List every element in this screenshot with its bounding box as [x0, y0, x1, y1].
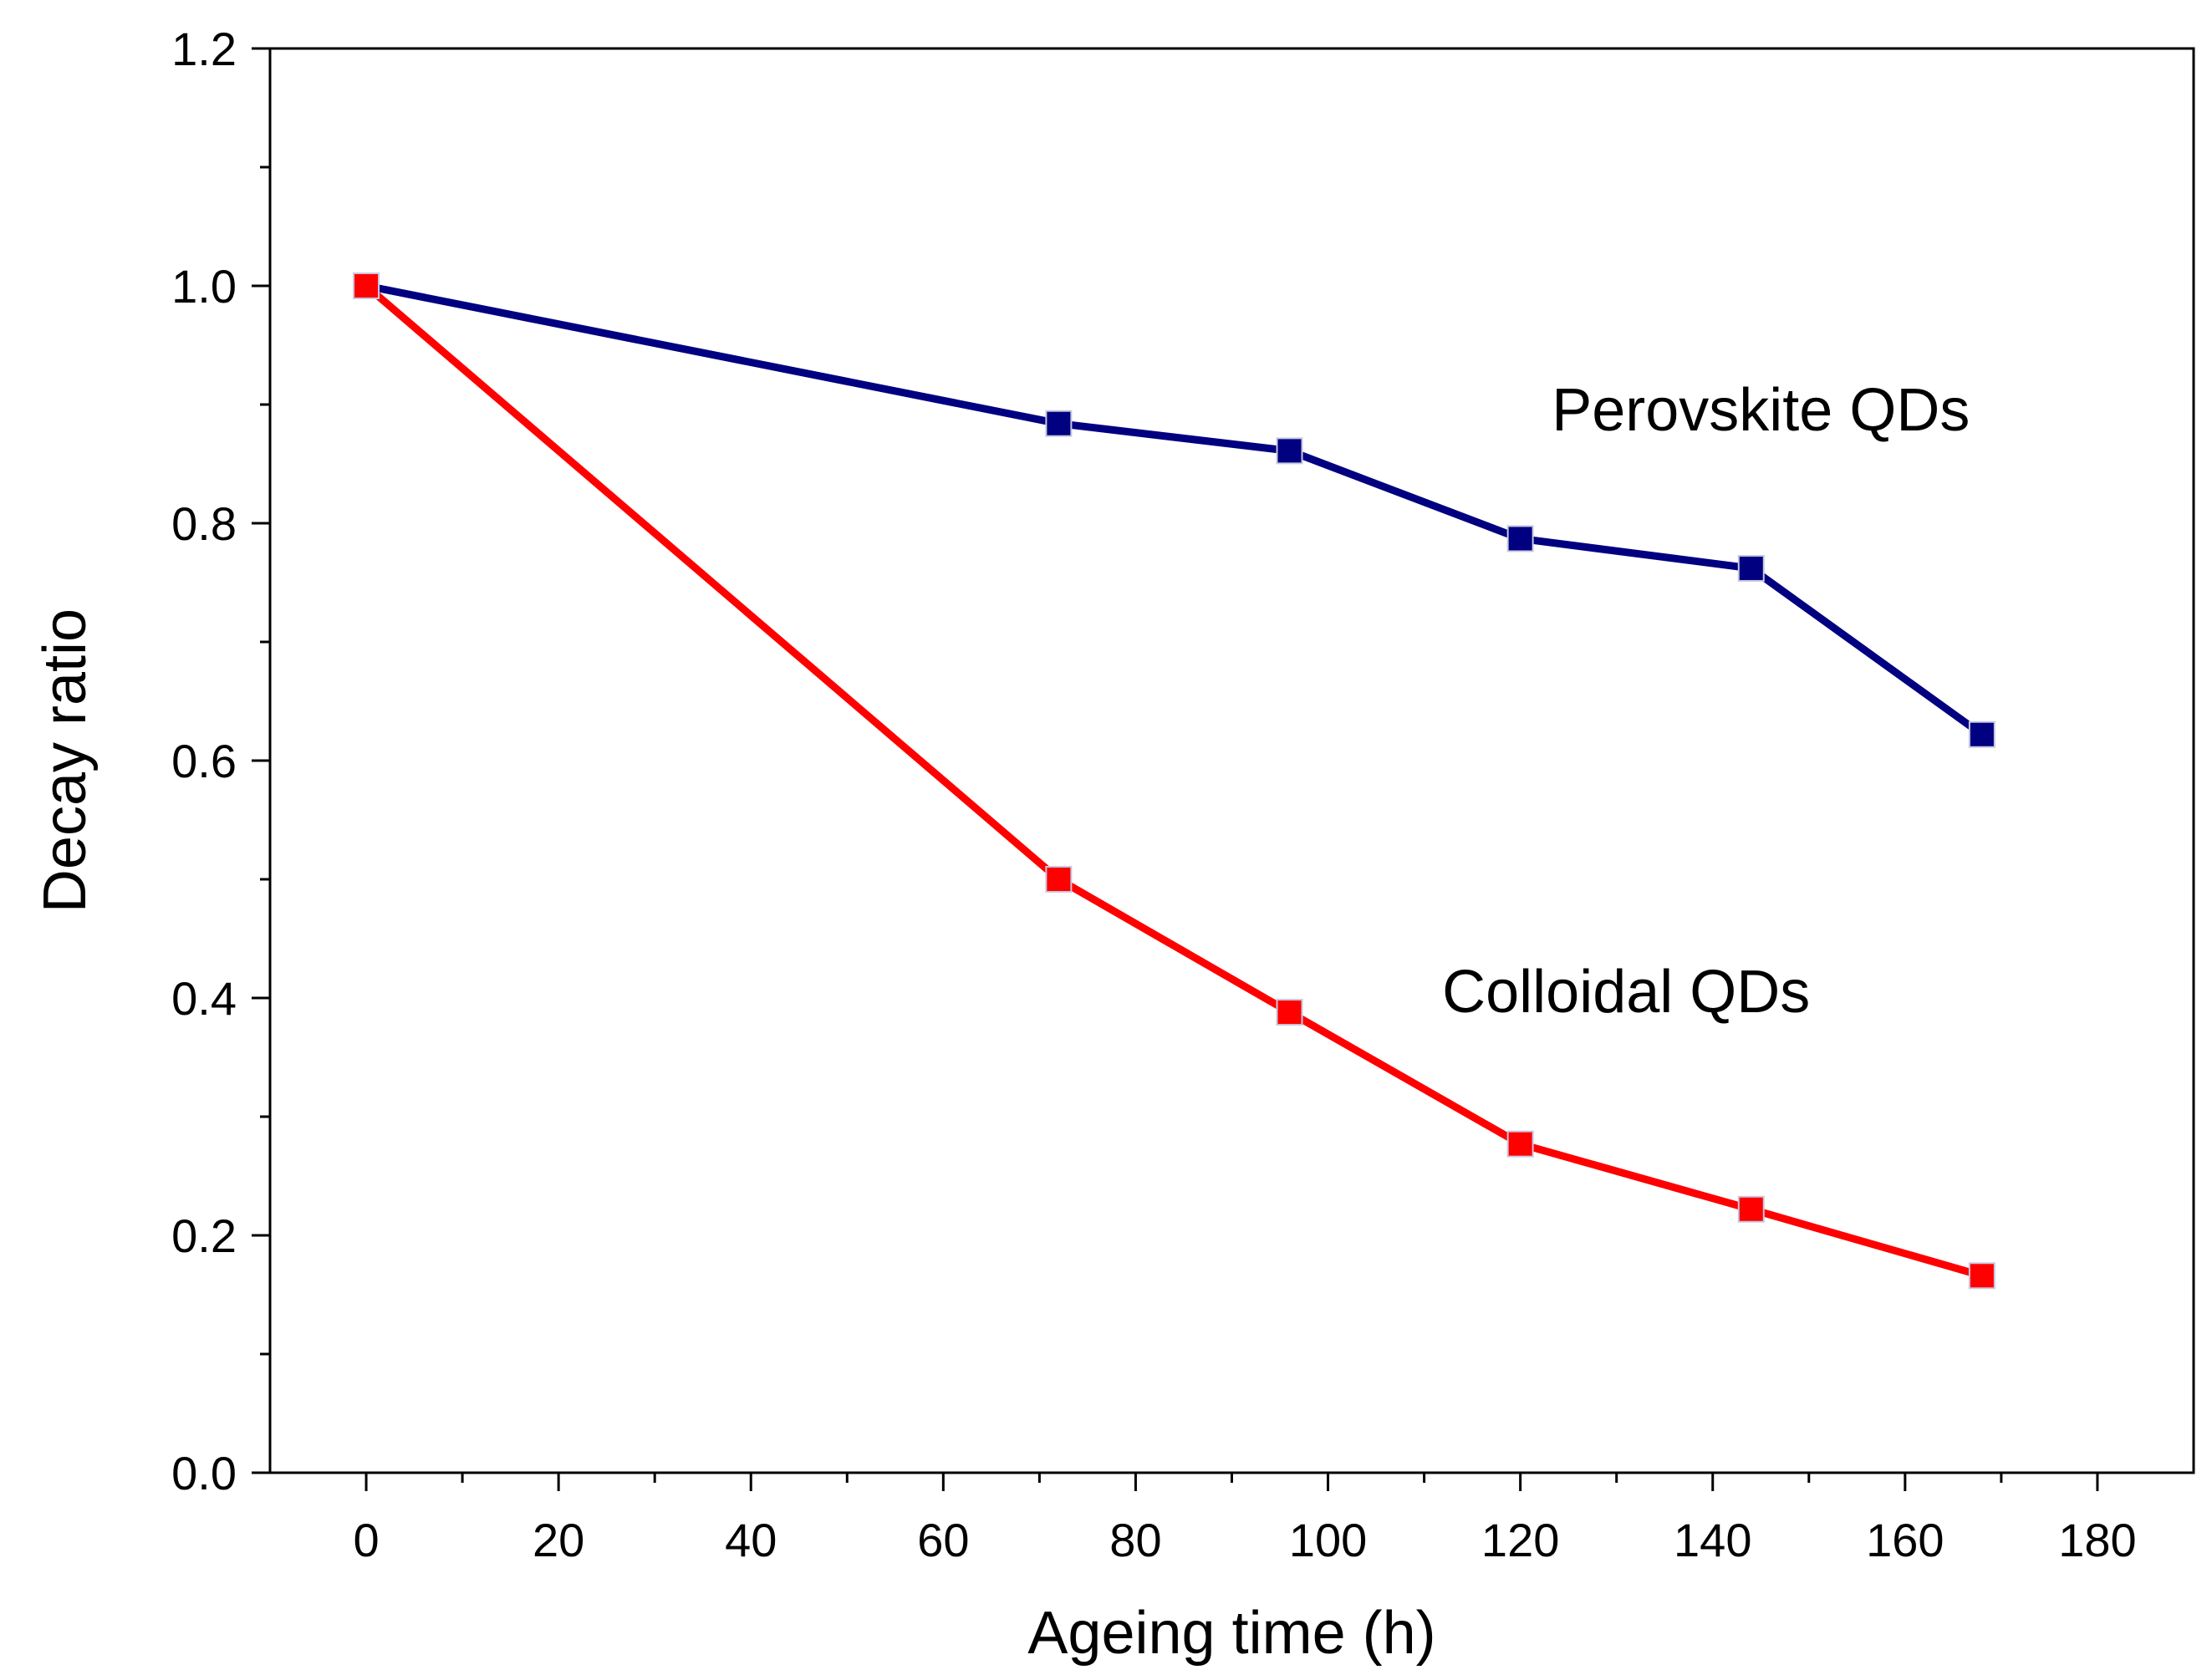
- perovskite-series-label: Perovskite QDs: [1552, 377, 1970, 444]
- y-tick-label: 0.2: [171, 1209, 237, 1262]
- y-tick-label: 1.0: [171, 260, 237, 313]
- x-tick-label: 180: [2058, 1514, 2136, 1566]
- plot-frame: [268, 47, 2195, 1474]
- data-point: [1968, 1262, 1995, 1290]
- major-ticks: [252, 47, 2099, 1491]
- colloidal-series-label: Colloidal QDs: [1442, 959, 1810, 1026]
- data-point: [1276, 999, 1303, 1026]
- x-tick-label: 120: [1481, 1514, 1559, 1566]
- x-tick-labels: 0 20 40 60 80 100 120 140 160 180: [353, 1514, 2136, 1566]
- data-point: [1737, 554, 1765, 582]
- minor-ticks: [260, 165, 2003, 1483]
- x-tick-label: 160: [1866, 1514, 1944, 1566]
- x-tick-label: 80: [1109, 1514, 1161, 1566]
- y-tick-label: 1.2: [171, 23, 237, 75]
- x-tick-label: 140: [1674, 1514, 1751, 1566]
- data-point: [1506, 1130, 1534, 1158]
- data-point: [1506, 525, 1534, 552]
- data-point: [353, 272, 380, 299]
- series-line: [362, 282, 1986, 739]
- data-point: [1968, 720, 1995, 748]
- series-colloidal: [353, 272, 1995, 1290]
- x-tick-label: 40: [725, 1514, 777, 1566]
- x-tick-label: 0: [353, 1514, 379, 1566]
- y-tick-labels: 0.0 0.2 0.4 0.6 0.8 1.0 1.2: [171, 23, 237, 1499]
- y-axis-title: Decay ratio: [32, 608, 99, 913]
- series-layer: [353, 272, 1995, 1290]
- x-tick-label: 60: [917, 1514, 969, 1566]
- y-tick-label: 0.6: [171, 735, 237, 787]
- y-tick-label: 0.8: [171, 497, 237, 550]
- x-tick-label: 100: [1289, 1514, 1367, 1566]
- data-point: [1045, 866, 1073, 893]
- series-line: [362, 282, 1986, 1280]
- data-point: [1737, 1195, 1765, 1223]
- y-tick-label: 0.0: [171, 1447, 237, 1499]
- x-axis-title: Ageing time (h): [1027, 1600, 1435, 1667]
- data-point: [1276, 437, 1303, 465]
- y-tick-label: 0.4: [171, 972, 237, 1025]
- data-point: [1045, 410, 1073, 437]
- x-tick-label: 20: [533, 1514, 584, 1566]
